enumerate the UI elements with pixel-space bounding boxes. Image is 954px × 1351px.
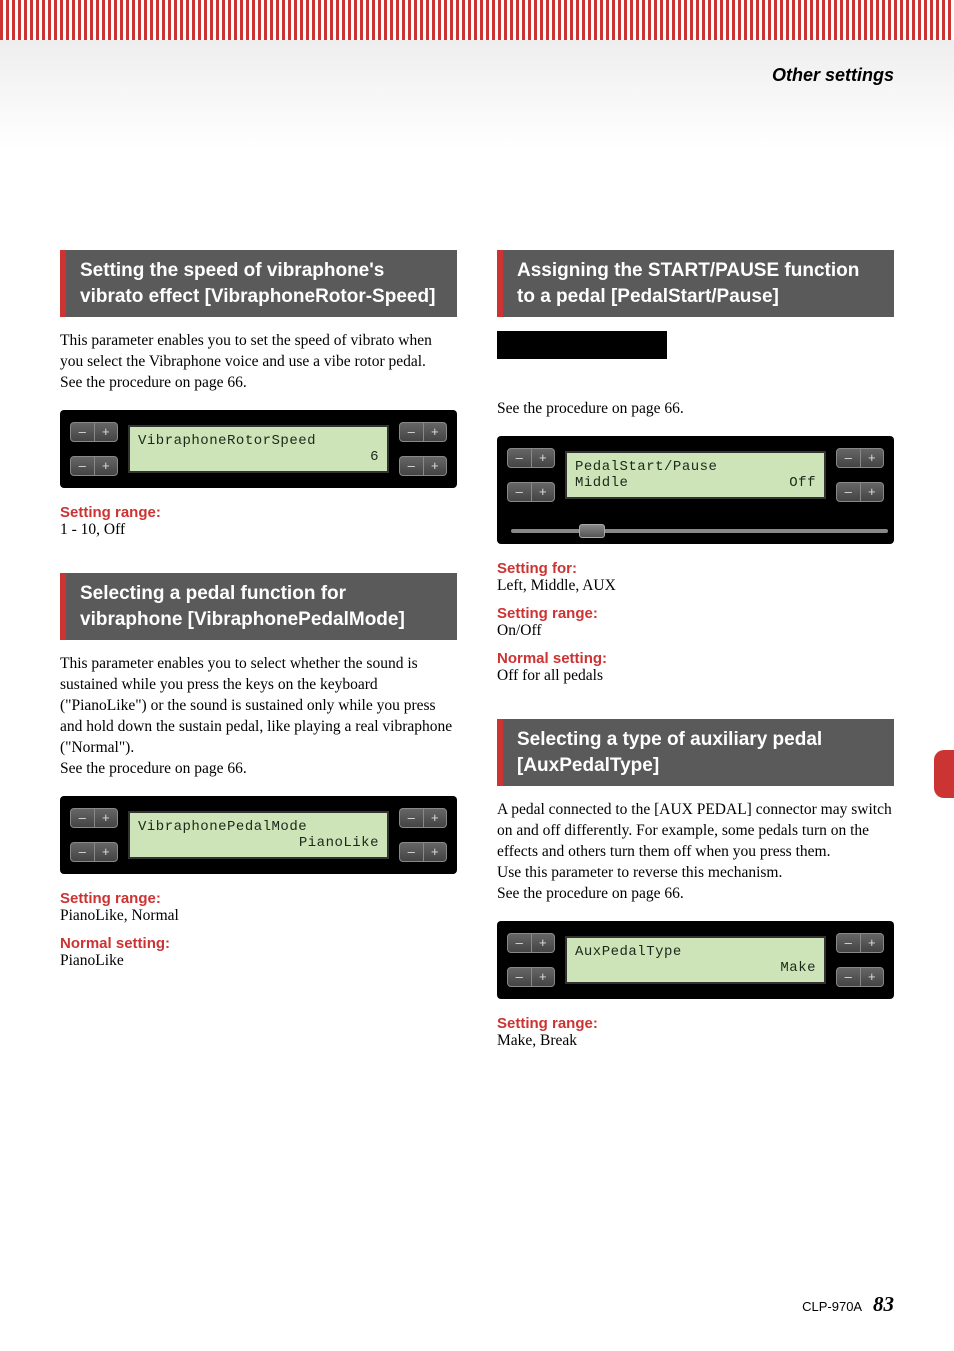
plus-icon: +	[424, 457, 447, 475]
footer: CLP-970A 83	[802, 1292, 894, 1317]
plus-icon: +	[95, 457, 118, 475]
plus-icon: +	[95, 423, 118, 441]
minus-icon: –	[837, 483, 861, 501]
body-text: See the procedure on page 66.	[497, 399, 894, 420]
left-column: Setting the speed of vibraphone's vibrat…	[60, 250, 457, 1058]
body-text: This parameter enables you to set the sp…	[60, 331, 457, 394]
lcd-panel: –+ –+ AuxPedalType Make –+ –+	[497, 921, 894, 999]
plus-icon: +	[532, 968, 555, 986]
normal-setting-label: Normal setting:	[60, 935, 457, 952]
minus-plus-button[interactable]: –+	[836, 448, 884, 468]
slider[interactable]	[511, 524, 888, 538]
heading-vibraphone-rotor-speed: Setting the speed of vibraphone's vibrat…	[60, 250, 457, 317]
setting-for-value: Left, Middle, AUX	[497, 577, 894, 595]
minus-plus-button[interactable]: –+	[507, 967, 555, 987]
lcd-line1: VibraphoneRotorSpeed	[138, 433, 379, 449]
heading-vibraphone-pedal-mode: Selecting a pedal function for vibraphon…	[60, 573, 457, 640]
lcd-screen: PedalStart/Pause Middle Off	[565, 451, 826, 499]
top-stripe	[0, 0, 954, 40]
minus-plus-button[interactable]: –+	[70, 808, 118, 828]
minus-icon: –	[71, 809, 95, 827]
minus-icon: –	[71, 457, 95, 475]
plus-icon: +	[424, 423, 447, 441]
lcd-line1: VibraphonePedalMode	[138, 819, 379, 835]
minus-icon: –	[400, 423, 424, 441]
lcd-screen: AuxPedalType Make	[565, 936, 826, 984]
section-label: Other settings	[772, 65, 894, 86]
minus-plus-button[interactable]: –+	[836, 967, 884, 987]
setting-range-value: PianoLike, Normal	[60, 907, 457, 925]
plus-icon: +	[532, 449, 555, 467]
lcd-line1: AuxPedalType	[575, 944, 816, 960]
minus-plus-button[interactable]: –+	[507, 933, 555, 953]
minus-icon: –	[837, 934, 861, 952]
lcd-line2: 6	[138, 449, 379, 465]
setting-range-label: Setting range:	[60, 890, 457, 907]
minus-icon: –	[400, 843, 424, 861]
plus-icon: +	[861, 934, 884, 952]
minus-plus-button[interactable]: –+	[70, 456, 118, 476]
lcd-line2-right: Off	[789, 475, 816, 491]
plus-icon: +	[424, 809, 447, 827]
minus-plus-button[interactable]: –+	[399, 842, 447, 862]
plus-icon: +	[532, 934, 555, 952]
footer-model: CLP-970A	[802, 1299, 861, 1314]
body-text: A pedal connected to the [AUX PEDAL] con…	[497, 800, 894, 905]
lcd-panel: –+ –+ VibraphoneRotorSpeed 6 –+ –+	[60, 410, 457, 488]
setting-range-value: 1 - 10, Off	[60, 521, 457, 539]
slider-thumb[interactable]	[579, 524, 605, 538]
setting-range-label: Setting range:	[497, 605, 894, 622]
footer-page: 83	[873, 1292, 894, 1316]
lcd-panel: –+ –+ VibraphonePedalMode PianoLike –+ –…	[60, 796, 457, 874]
minus-plus-button[interactable]: –+	[399, 808, 447, 828]
setting-range-value: On/Off	[497, 622, 894, 640]
plus-icon: +	[95, 809, 118, 827]
minus-icon: –	[837, 449, 861, 467]
lcd-screen: VibraphonePedalMode PianoLike	[128, 811, 389, 859]
minus-icon: –	[508, 934, 532, 952]
heading-pedal-start-pause: Assigning the START/PAUSE function to a …	[497, 250, 894, 317]
minus-plus-button[interactable]: –+	[836, 482, 884, 502]
minus-plus-button[interactable]: –+	[507, 448, 555, 468]
minus-icon: –	[71, 843, 95, 861]
setting-range-value: Make, Break	[497, 1032, 894, 1050]
side-tab	[934, 750, 954, 798]
lcd-panel: –+ –+ PedalStart/Pause Middle Off –+ –+	[497, 436, 894, 544]
normal-setting-label: Normal setting:	[497, 650, 894, 667]
plus-icon: +	[95, 843, 118, 861]
minus-plus-button[interactable]: –+	[70, 842, 118, 862]
minus-icon: –	[71, 423, 95, 441]
minus-plus-button[interactable]: –+	[70, 422, 118, 442]
lcd-line2-left: Middle	[575, 475, 628, 491]
minus-icon: –	[400, 457, 424, 475]
normal-setting-value: PianoLike	[60, 952, 457, 970]
header-fade: Other settings	[0, 40, 954, 150]
normal-setting-value: Off for all pedals	[497, 667, 894, 685]
plus-icon: +	[532, 483, 555, 501]
plus-icon: +	[861, 483, 884, 501]
minus-plus-button[interactable]: –+	[836, 933, 884, 953]
lcd-line2: Make	[575, 960, 816, 976]
heading-aux-pedal-type: Selecting a type of auxiliary pedal [Aux…	[497, 719, 894, 786]
lcd-screen: VibraphoneRotorSpeed 6	[128, 425, 389, 473]
minus-icon: –	[508, 968, 532, 986]
plus-icon: +	[424, 843, 447, 861]
lcd-line1: PedalStart/Pause	[575, 459, 816, 475]
body-text: This parameter enables you to select whe…	[60, 654, 457, 780]
minus-plus-button[interactable]: –+	[507, 482, 555, 502]
setting-for-label: Setting for:	[497, 560, 894, 577]
setting-range-label: Setting range:	[60, 504, 457, 521]
minus-icon: –	[508, 449, 532, 467]
minus-plus-button[interactable]: –+	[399, 456, 447, 476]
setting-range-label: Setting range:	[497, 1015, 894, 1032]
minus-icon: –	[400, 809, 424, 827]
plus-icon: +	[861, 449, 884, 467]
minus-icon: –	[837, 968, 861, 986]
plus-icon: +	[861, 968, 884, 986]
redacted-strip	[497, 331, 667, 359]
right-column: Assigning the START/PAUSE function to a …	[497, 250, 894, 1058]
minus-icon: –	[508, 483, 532, 501]
lcd-line2: PianoLike	[138, 835, 379, 851]
minus-plus-button[interactable]: –+	[399, 422, 447, 442]
